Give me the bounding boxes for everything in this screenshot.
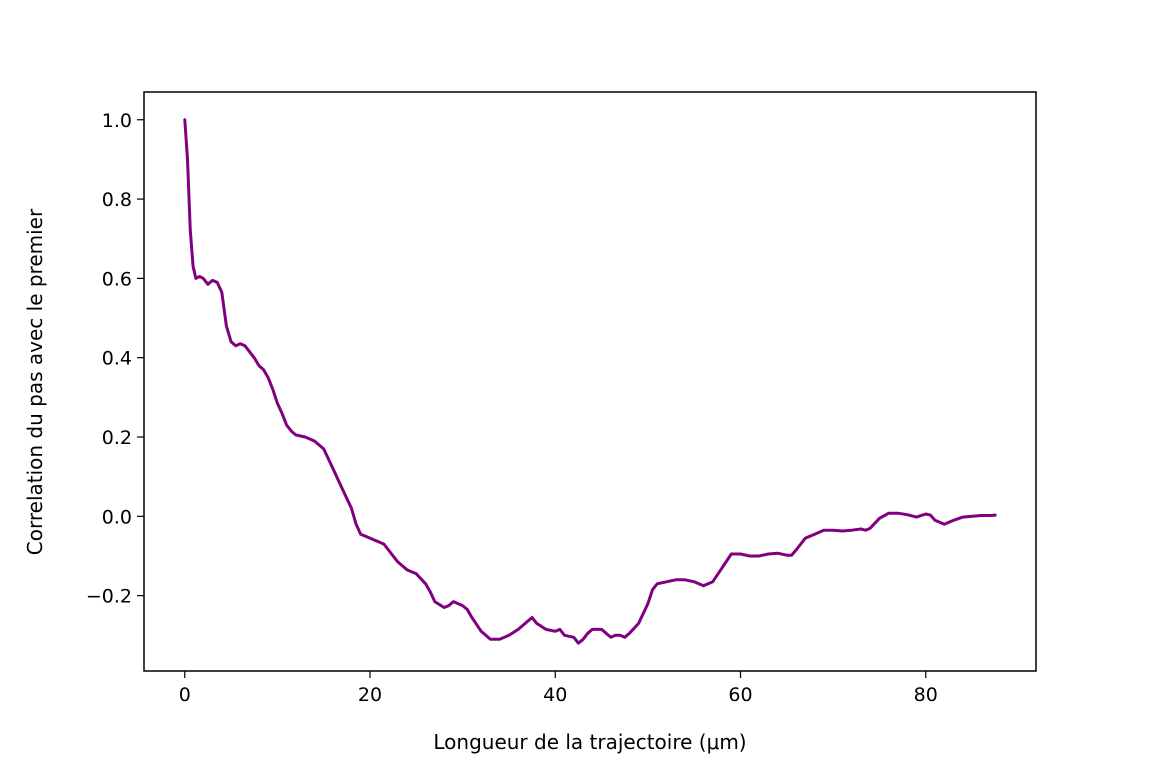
x-axis-label: Longueur de la trajectoire (μm) — [433, 730, 746, 754]
y-tick-label: −0.2 — [86, 586, 132, 608]
y-axis-label: Correlation du pas avec le premier — [23, 208, 47, 555]
y-tick-label: 0.2 — [102, 427, 132, 449]
x-tick-label: 80 — [914, 684, 938, 706]
x-tick-label: 0 — [179, 684, 191, 706]
y-tick-label: 0.6 — [102, 268, 132, 290]
y-tick-label: 0.4 — [102, 348, 132, 370]
y-tick-label: 1.0 — [102, 110, 132, 132]
series-layer — [183, 118, 997, 645]
x-axis: 0 20 40 60 80 — [179, 671, 938, 706]
x-tick-label: 60 — [728, 684, 752, 706]
y-tick-label: 0.0 — [102, 506, 132, 528]
y-axis: −0.2 0.0 0.2 0.4 0.6 0.8 1.0 — [86, 110, 144, 608]
y-tick-label: 0.8 — [102, 189, 132, 211]
x-tick-label: 20 — [358, 684, 382, 706]
series-line-0 — [183, 118, 997, 645]
plot-background — [144, 92, 1036, 671]
x-tick-label: 40 — [543, 684, 567, 706]
plot-frame — [143, 91, 1037, 672]
